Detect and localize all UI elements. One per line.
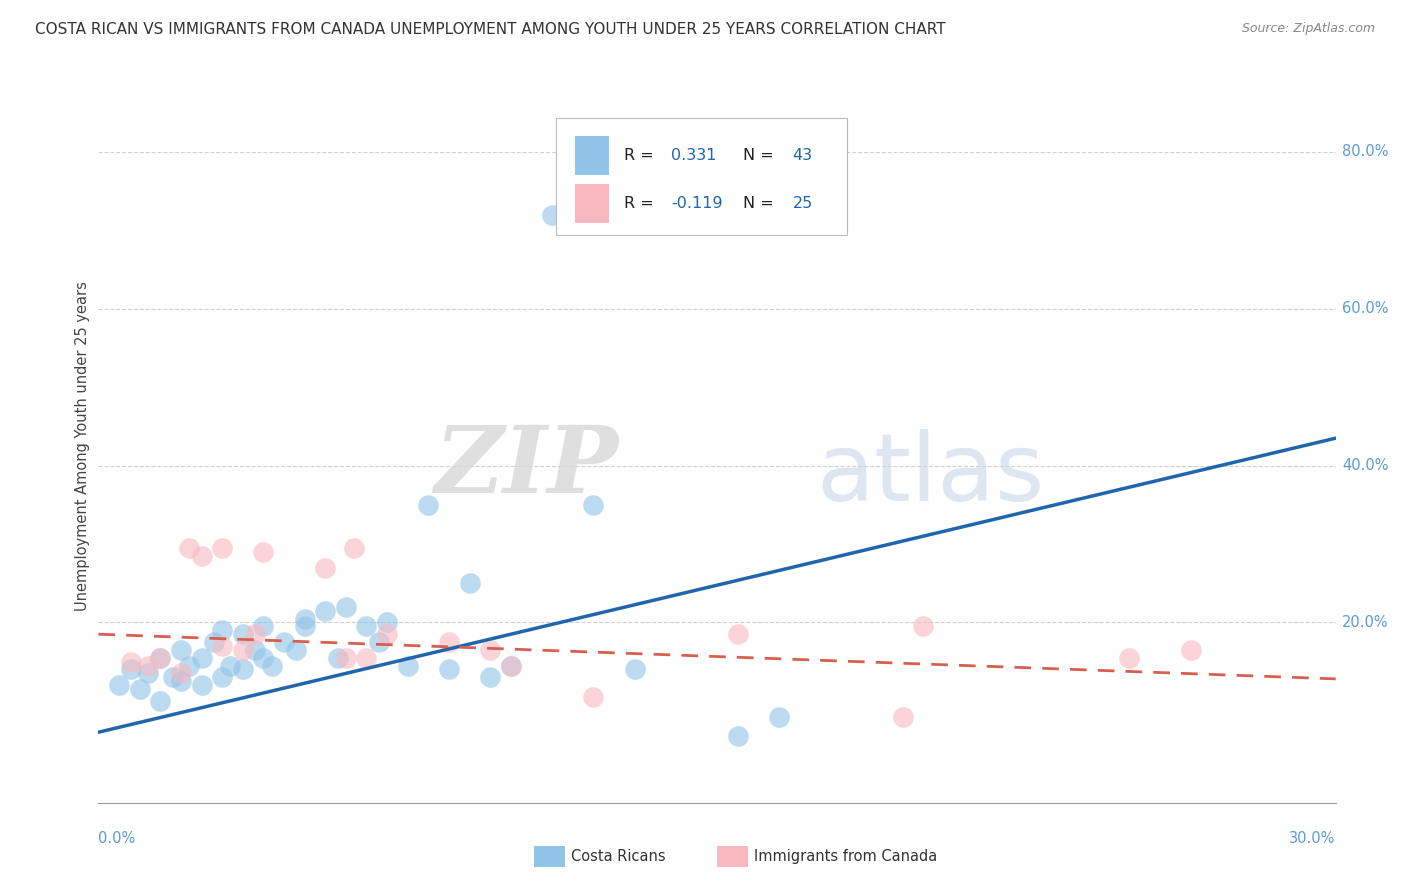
Point	[727, 729, 749, 743]
Point	[211, 541, 233, 555]
Point	[891, 709, 914, 723]
Point	[162, 670, 184, 684]
Point	[190, 678, 212, 692]
Text: atlas: atlas	[815, 428, 1045, 521]
Y-axis label: Unemployment Among Youth under 25 years: Unemployment Among Youth under 25 years	[75, 281, 90, 611]
Text: Source: ZipAtlas.com: Source: ZipAtlas.com	[1241, 22, 1375, 36]
Point	[108, 678, 131, 692]
Text: R =: R =	[624, 148, 659, 163]
Point	[356, 650, 378, 665]
Point	[479, 643, 502, 657]
FancyBboxPatch shape	[575, 184, 609, 223]
Text: Costa Ricans: Costa Ricans	[571, 849, 665, 863]
Point	[335, 599, 357, 614]
Point	[252, 619, 274, 633]
Point	[437, 663, 460, 677]
Point	[170, 643, 193, 657]
Point	[367, 635, 389, 649]
Point	[499, 658, 522, 673]
Point	[343, 541, 366, 555]
Point	[294, 619, 316, 633]
Text: 25: 25	[793, 196, 813, 211]
Point	[120, 663, 142, 677]
Point	[243, 643, 266, 657]
Point	[232, 627, 254, 641]
Point	[1118, 650, 1140, 665]
Point	[396, 658, 419, 673]
Point	[623, 663, 645, 677]
Point	[232, 643, 254, 657]
Point	[219, 658, 242, 673]
Point	[179, 658, 201, 673]
Point	[252, 545, 274, 559]
Point	[190, 650, 212, 665]
Text: 80.0%: 80.0%	[1341, 145, 1388, 160]
Point	[326, 650, 349, 665]
Point	[314, 604, 336, 618]
Point	[375, 615, 398, 630]
Point	[211, 639, 233, 653]
Point	[128, 682, 150, 697]
Point	[136, 666, 159, 681]
FancyBboxPatch shape	[557, 118, 846, 235]
Text: 60.0%: 60.0%	[1341, 301, 1388, 317]
Point	[202, 635, 225, 649]
Point	[314, 560, 336, 574]
Text: 0.0%: 0.0%	[98, 831, 135, 847]
Point	[458, 576, 481, 591]
Point	[170, 666, 193, 681]
Point	[243, 627, 266, 641]
Point	[149, 694, 172, 708]
Text: 20.0%: 20.0%	[1341, 615, 1389, 630]
Point	[120, 655, 142, 669]
Text: 30.0%: 30.0%	[1289, 831, 1336, 847]
Point	[582, 690, 605, 704]
Point	[285, 643, 308, 657]
Text: N =: N =	[742, 196, 779, 211]
Point	[211, 670, 233, 684]
Text: -0.119: -0.119	[671, 196, 723, 211]
Point	[149, 650, 172, 665]
Text: ZIP: ZIP	[434, 423, 619, 512]
Text: Immigrants from Canada: Immigrants from Canada	[754, 849, 936, 863]
Point	[499, 658, 522, 673]
Point	[136, 658, 159, 673]
Point	[252, 650, 274, 665]
Point	[294, 611, 316, 625]
Point	[211, 624, 233, 638]
Point	[149, 650, 172, 665]
Text: N =: N =	[742, 148, 779, 163]
Point	[179, 541, 201, 555]
Point	[582, 498, 605, 512]
Point	[170, 674, 193, 689]
Point	[232, 663, 254, 677]
Point	[418, 498, 440, 512]
Point	[273, 635, 295, 649]
Point	[912, 619, 935, 633]
FancyBboxPatch shape	[575, 136, 609, 175]
Point	[375, 627, 398, 641]
Text: R =: R =	[624, 196, 659, 211]
Text: 43: 43	[793, 148, 813, 163]
Point	[727, 627, 749, 641]
Point	[356, 619, 378, 633]
Point	[1180, 643, 1202, 657]
Point	[437, 635, 460, 649]
Point	[768, 709, 790, 723]
Text: 40.0%: 40.0%	[1341, 458, 1388, 473]
Point	[190, 549, 212, 563]
Text: COSTA RICAN VS IMMIGRANTS FROM CANADA UNEMPLOYMENT AMONG YOUTH UNDER 25 YEARS CO: COSTA RICAN VS IMMIGRANTS FROM CANADA UN…	[35, 22, 946, 37]
Point	[541, 208, 564, 222]
Point	[479, 670, 502, 684]
Point	[260, 658, 283, 673]
Text: 0.331: 0.331	[671, 148, 717, 163]
Point	[335, 650, 357, 665]
